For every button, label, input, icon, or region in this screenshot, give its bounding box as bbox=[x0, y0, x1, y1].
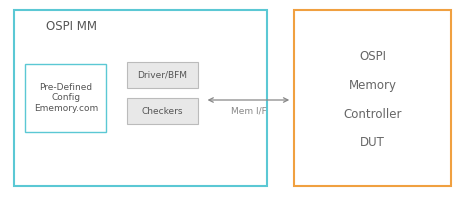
Bar bbox=[126, 62, 197, 88]
Bar bbox=[25, 64, 106, 132]
Text: OSPI MM: OSPI MM bbox=[46, 20, 97, 33]
Text: Mem I/F: Mem I/F bbox=[230, 106, 266, 115]
Text: Checkers: Checkers bbox=[141, 106, 183, 116]
Bar bbox=[126, 98, 197, 124]
Text: OSPI: OSPI bbox=[358, 49, 385, 62]
Text: Pre-Defined
Config
Ememory.com: Pre-Defined Config Ememory.com bbox=[34, 83, 98, 113]
Text: DUT: DUT bbox=[359, 136, 384, 149]
Text: Controller: Controller bbox=[342, 108, 401, 120]
Bar bbox=[14, 10, 266, 186]
Text: Memory: Memory bbox=[348, 79, 396, 92]
Bar bbox=[294, 10, 450, 186]
Text: Driver/BFM: Driver/BFM bbox=[137, 71, 187, 79]
